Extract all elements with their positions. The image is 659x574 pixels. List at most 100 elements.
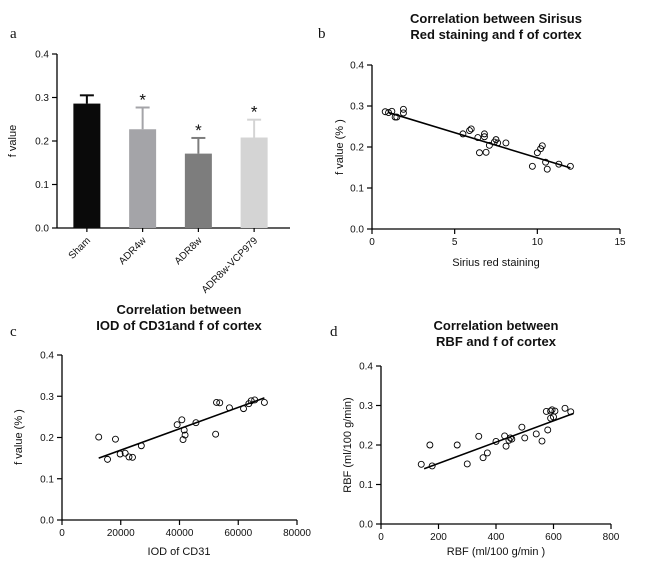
y-tick-label-d: 0.0 bbox=[359, 520, 373, 531]
x-tick-label-b: 0 bbox=[369, 237, 375, 248]
y-axis-label-d: RBF (ml/100 g/min) bbox=[342, 397, 354, 492]
data-point-b bbox=[542, 158, 550, 166]
data-point-c bbox=[104, 455, 111, 463]
data-point-d bbox=[475, 432, 483, 440]
x-tick-label-d: 600 bbox=[545, 532, 562, 543]
y-axis-label-a: f value bbox=[7, 125, 19, 157]
y-tick-label-d: 0.2 bbox=[359, 441, 373, 452]
data-point-c bbox=[216, 399, 224, 407]
data-point-b bbox=[399, 105, 407, 113]
regression-line-d bbox=[423, 412, 574, 470]
x-tick-label-b: 10 bbox=[532, 237, 544, 248]
x-tick-label-d: 200 bbox=[430, 532, 447, 543]
panel-d: d 0.0 0.1 0.2 0.3 0.4 RBF (ml/100 g/min) 0 200 40… bbox=[330, 318, 620, 558]
x-tick-label-c: 60000 bbox=[224, 528, 252, 539]
data-point-b bbox=[485, 141, 493, 149]
x-tick-label-b: 15 bbox=[614, 237, 626, 248]
x-tick-label-d: 800 bbox=[603, 532, 620, 543]
significance-star: * bbox=[251, 103, 258, 122]
data-point-d bbox=[518, 423, 526, 431]
data-point-b bbox=[393, 113, 401, 121]
data-point-c bbox=[125, 453, 133, 461]
y-tick-label-b: 0.3 bbox=[350, 102, 364, 113]
x-tick-label-c: 20000 bbox=[107, 528, 135, 539]
bar-adr8w bbox=[184, 153, 212, 228]
y-tick-label-c: 0.4 bbox=[40, 351, 54, 362]
data-point-d bbox=[561, 404, 569, 412]
data-point-c bbox=[121, 449, 129, 457]
data-point-b bbox=[480, 133, 488, 141]
y-tick-label-c: 0.2 bbox=[40, 433, 54, 444]
panel-label-a: a bbox=[10, 26, 17, 42]
data-point-c bbox=[179, 436, 187, 444]
x-tick-label-a: ADR8w-VCP979 bbox=[200, 235, 261, 296]
data-point-b bbox=[399, 109, 407, 117]
panel-a: a 0.0 0.1 0.2 0.3 0.4 f value Sham * ADR4w * ADR8w *… bbox=[7, 26, 290, 296]
regression-line-b bbox=[388, 111, 571, 169]
data-point-b bbox=[492, 136, 500, 144]
data-point-c bbox=[112, 435, 119, 443]
data-point-b bbox=[466, 127, 473, 135]
panel-label-c: c bbox=[10, 324, 17, 340]
data-point-d bbox=[426, 441, 434, 449]
data-point-c bbox=[95, 433, 103, 441]
chart-title-line2-b: Red staining and f of cortex bbox=[410, 27, 582, 42]
data-point-b bbox=[381, 108, 389, 116]
data-point-d bbox=[521, 434, 529, 442]
data-point-c bbox=[192, 419, 200, 427]
data-point-d bbox=[463, 460, 471, 468]
x-axis-label-b: Sirius red staining bbox=[452, 257, 539, 269]
bar-sham bbox=[73, 103, 101, 228]
data-point-d bbox=[417, 460, 425, 468]
y-tick-label-c: 0.3 bbox=[40, 392, 54, 403]
x-tick-label-d: 0 bbox=[378, 532, 384, 543]
data-point-d bbox=[538, 437, 546, 445]
data-point-d bbox=[479, 454, 487, 462]
data-point-b bbox=[385, 109, 392, 117]
data-point-c bbox=[178, 416, 186, 424]
x-tick-label-a: Sham bbox=[67, 235, 93, 261]
data-point-c bbox=[260, 398, 268, 406]
y-tick-label-d: 0.1 bbox=[359, 480, 373, 491]
x-tick-label-a: ADR8w bbox=[173, 235, 205, 267]
chart-title-line1-b: Correlation between Sirisus bbox=[410, 11, 582, 26]
data-point-d bbox=[428, 462, 436, 470]
y-tick-label-d: 0.4 bbox=[359, 362, 373, 373]
chart-title-line2-d: RBF and f of cortex bbox=[436, 334, 557, 349]
y-tick-label-a: 0.4 bbox=[35, 50, 49, 61]
data-point-b bbox=[538, 142, 546, 150]
data-point-d bbox=[483, 449, 491, 457]
y-tick-label-b: 0.4 bbox=[350, 61, 364, 72]
x-tick-label-d: 400 bbox=[488, 532, 505, 543]
data-point-b bbox=[502, 139, 510, 147]
data-point-b bbox=[566, 162, 574, 170]
data-point-c bbox=[181, 431, 189, 439]
panel-c: c 0.0 0.1 0.2 0.3 0.4 f value (% ) 0 20000 40000 6… bbox=[10, 302, 311, 558]
y-tick-label-a: 0.3 bbox=[35, 93, 49, 104]
bar-adr4w bbox=[129, 129, 157, 228]
data-point-c bbox=[212, 430, 220, 438]
y-axis-label-c: f value (% ) bbox=[13, 409, 25, 465]
significance-star: * bbox=[139, 91, 146, 110]
data-point-b bbox=[480, 130, 488, 138]
panel-b: b 0.0 0.1 0.2 0.3 0.4 f value (% ) 0 5 10 15 Sirius… bbox=[318, 11, 626, 269]
y-tick-label-a: 0.1 bbox=[35, 180, 49, 191]
data-point-b bbox=[533, 149, 541, 157]
data-point-b bbox=[474, 134, 482, 142]
bar-adr8w-vcp979 bbox=[240, 137, 268, 228]
y-axis-label-b: f value (% ) bbox=[334, 119, 346, 175]
panel-label-d: d bbox=[330, 324, 338, 340]
x-axis-label-d: RBF (ml/100 g/min ) bbox=[447, 546, 545, 558]
data-point-d bbox=[453, 441, 461, 449]
data-point-d bbox=[551, 407, 559, 415]
y-tick-label-c: 0.1 bbox=[40, 474, 54, 485]
y-tick-label-a: 0.2 bbox=[35, 137, 49, 148]
y-tick-label-b: 0.0 bbox=[350, 225, 364, 236]
data-point-b bbox=[467, 125, 475, 133]
x-tick-label-c: 40000 bbox=[166, 528, 194, 539]
x-tick-label-a: ADR4w bbox=[117, 235, 149, 267]
chart-title-line2-c: IOD of CD31and f of cortex bbox=[96, 318, 262, 333]
x-axis-label-c: IOD of CD31 bbox=[148, 546, 211, 558]
y-tick-label-b: 0.2 bbox=[350, 143, 364, 154]
